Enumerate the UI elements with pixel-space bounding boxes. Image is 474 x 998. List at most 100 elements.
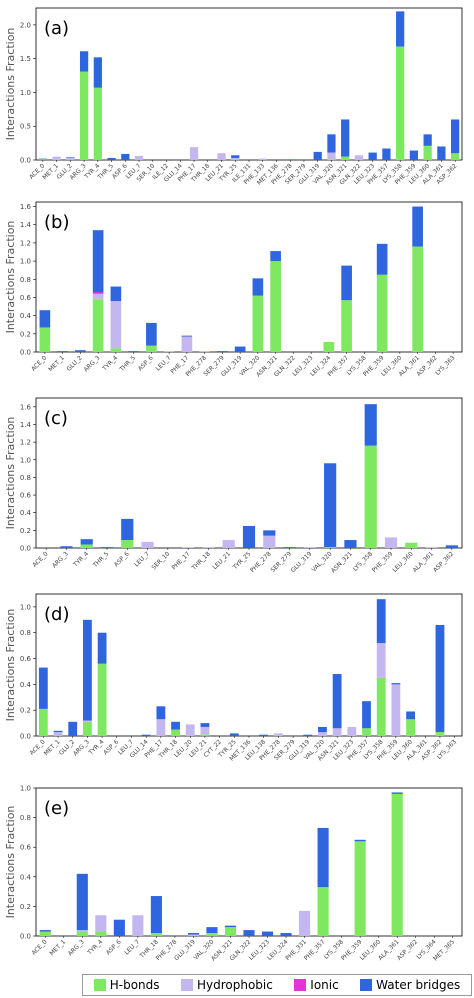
plot-frame-1 [35, 201, 463, 353]
bar-segment [435, 624, 445, 733]
bar-segment [132, 915, 144, 936]
panel-label: (d) [44, 604, 69, 625]
panel-label: (a) [44, 18, 69, 39]
y-tick-label: 0.6 [20, 492, 32, 500]
y-tick-label: 0.0 [20, 157, 31, 165]
x-tick-label: SER_10 [150, 550, 171, 571]
bar-segment [313, 151, 322, 160]
y-tick-label: 1.4 [20, 221, 32, 229]
bar-segment [68, 721, 78, 736]
bar-segment [362, 728, 371, 736]
bar-segment [217, 153, 226, 160]
bar-segment [222, 540, 235, 548]
bar-segment [95, 915, 107, 932]
x-tick-label: GLU_2 [65, 354, 83, 372]
bar-segment [341, 265, 352, 301]
x-tick-label: ASN_321 [330, 550, 354, 574]
bar-segment [206, 933, 218, 936]
bar-segment [327, 152, 336, 160]
bar-segment [280, 933, 292, 936]
y-axis-label: Interactions Fraction [4, 221, 17, 334]
bar-segment [57, 351, 68, 352]
bar-segment [412, 246, 423, 352]
bar-segment [273, 733, 283, 736]
y-tick-label: 0.8 [20, 474, 31, 482]
bar-segment [396, 46, 405, 160]
bar-segment [200, 726, 210, 735]
bar-segment [83, 720, 92, 722]
bar-segment [93, 87, 102, 160]
x-tick-label: ACE_0 [30, 354, 48, 372]
bar-segment [324, 463, 337, 548]
bar-segment [92, 230, 104, 292]
x-tick-label: ACE_0 [31, 550, 49, 568]
bar-segment [38, 667, 48, 709]
bar-segment [435, 732, 445, 736]
bar-segment [252, 278, 264, 296]
bar-segment [344, 540, 357, 548]
bar-segment [60, 546, 73, 548]
bar-segment [451, 119, 460, 154]
bar-segment [121, 518, 134, 541]
bar-segment [156, 706, 166, 720]
bar-segment [80, 544, 93, 548]
bar-segment [243, 930, 255, 936]
x-tick-label: MET_1 [43, 738, 62, 757]
x-tick-label: THR_5 [118, 354, 137, 373]
bar-segment [76, 931, 88, 936]
y-axis-label: Interactions Fraction [4, 28, 17, 141]
bar-segment [263, 530, 276, 536]
y-tick-label: 0.2 [20, 707, 31, 715]
y-tick-label: 0.2 [20, 527, 31, 535]
bar-segment [391, 793, 403, 936]
bar-segment [80, 539, 93, 545]
bar-segment [391, 683, 401, 685]
bar-segment [171, 721, 180, 730]
bar-segment [39, 310, 51, 328]
y-tick-label: 1.0 [20, 785, 31, 793]
legend-label-ionic: Ionic [310, 978, 339, 992]
legend-item-water: Water bridges [360, 978, 460, 992]
y-tick-label: 0.0 [20, 933, 31, 941]
x-tick-label: ARG_3 [72, 738, 91, 757]
y-tick-label: 0.0 [20, 349, 31, 357]
bar-segment [376, 599, 386, 644]
bar-segment [100, 547, 114, 548]
y-tick-label: 0.2 [20, 330, 31, 338]
bar-segment [317, 887, 329, 936]
bar-segment [445, 545, 458, 548]
bar-segment [39, 930, 51, 932]
y-tick-label: 1.2 [20, 239, 31, 247]
bar-segment [323, 342, 335, 352]
x-tick-label: PHE_278 [249, 550, 273, 574]
bar-segment [396, 11, 405, 47]
bar-segment [324, 547, 337, 548]
bar-segment [121, 540, 134, 548]
y-tick-label: 0.4 [20, 873, 32, 881]
y-tick-label: 0.8 [20, 814, 31, 822]
bar-segment [341, 156, 350, 160]
bar-segment [376, 643, 386, 678]
bar-segment [364, 445, 377, 548]
bar-segment [83, 619, 92, 721]
bar-segment [76, 930, 88, 932]
bar-segment [92, 299, 104, 352]
bar-segment [141, 541, 154, 548]
bar-segment [368, 152, 377, 160]
y-tick-label: 0.5 [20, 123, 31, 131]
bar-segment [52, 156, 61, 160]
y-tick-label: 1.0 [20, 258, 31, 266]
bar-segment [391, 684, 401, 736]
bar-segment [341, 119, 350, 157]
bar-segment [364, 404, 377, 446]
bar-segment [299, 910, 311, 936]
bar-segment [231, 155, 240, 158]
y-tick-label: 0.0 [20, 545, 31, 553]
y-tick-label: 0.6 [20, 655, 32, 663]
bar-segment [425, 547, 438, 548]
bar-segment [347, 726, 357, 736]
bar-segment [406, 719, 415, 736]
bar-segment [412, 206, 423, 247]
plot-frame-3 [35, 593, 463, 737]
